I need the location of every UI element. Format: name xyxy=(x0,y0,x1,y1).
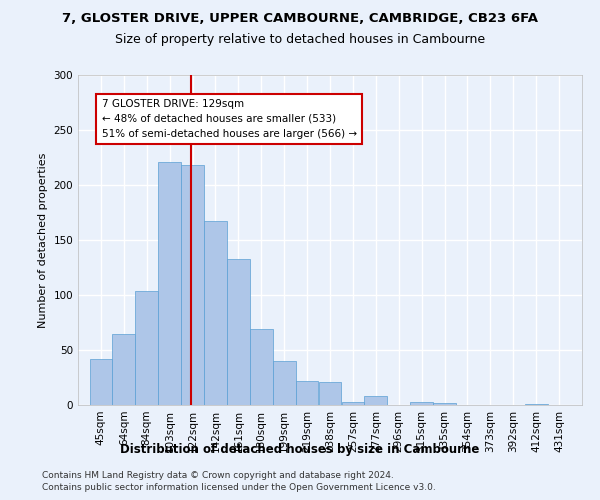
Bar xyxy=(89,359,112,405)
Bar xyxy=(525,404,548,405)
Bar xyxy=(181,165,204,405)
Bar xyxy=(158,162,181,405)
Bar xyxy=(296,381,319,405)
Bar xyxy=(364,396,387,405)
Bar xyxy=(204,222,227,405)
Text: Contains HM Land Registry data © Crown copyright and database right 2024.: Contains HM Land Registry data © Crown c… xyxy=(42,471,394,480)
Bar xyxy=(273,361,296,405)
Text: Distribution of detached houses by size in Cambourne: Distribution of detached houses by size … xyxy=(121,442,479,456)
Bar xyxy=(136,290,158,405)
Bar xyxy=(112,334,135,405)
Bar xyxy=(410,402,433,405)
Text: 7 GLOSTER DRIVE: 129sqm
← 48% of detached houses are smaller (533)
51% of semi-d: 7 GLOSTER DRIVE: 129sqm ← 48% of detache… xyxy=(101,99,356,139)
Text: Size of property relative to detached houses in Cambourne: Size of property relative to detached ho… xyxy=(115,32,485,46)
Bar xyxy=(319,382,341,405)
Bar xyxy=(227,258,250,405)
Bar xyxy=(433,403,456,405)
Text: 7, GLOSTER DRIVE, UPPER CAMBOURNE, CAMBRIDGE, CB23 6FA: 7, GLOSTER DRIVE, UPPER CAMBOURNE, CAMBR… xyxy=(62,12,538,26)
Text: Contains public sector information licensed under the Open Government Licence v3: Contains public sector information licen… xyxy=(42,484,436,492)
Bar xyxy=(250,329,272,405)
Y-axis label: Number of detached properties: Number of detached properties xyxy=(38,152,48,328)
Bar xyxy=(341,402,364,405)
